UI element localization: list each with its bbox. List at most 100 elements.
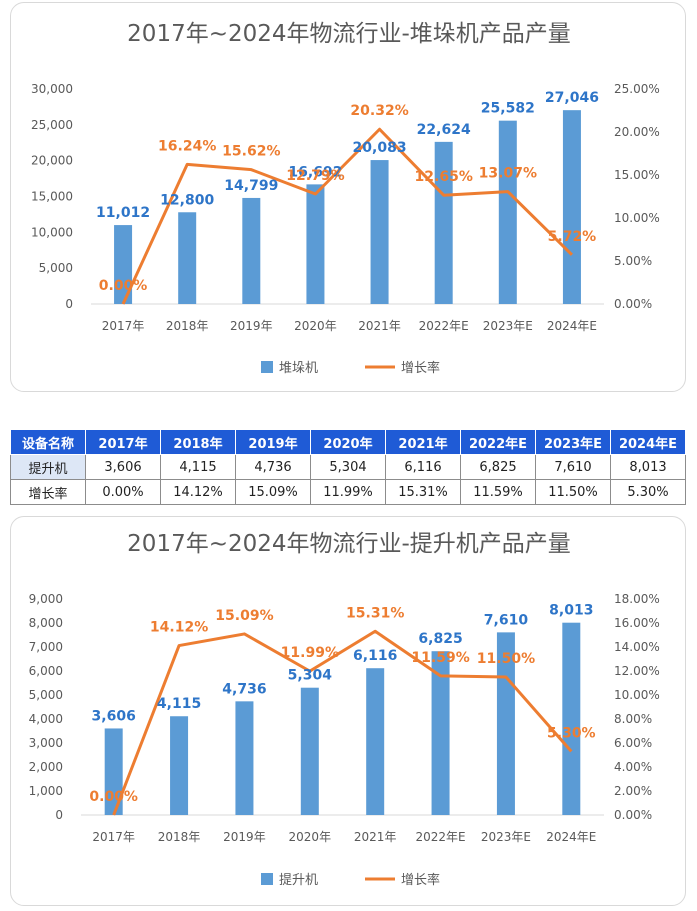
bar-data-label: 6,825 [418, 631, 462, 647]
table-header-cell: 2023年E [535, 429, 611, 455]
table-cell: 7,610 [535, 454, 611, 480]
bar-data-label: 16,692 [288, 164, 342, 180]
y-tick-label-left: 7,000 [29, 640, 63, 654]
table-cell: 15.09% [235, 479, 311, 505]
bar [434, 141, 453, 304]
bar-data-label: 25,582 [481, 101, 535, 117]
table-row: 增长率 0.00% 14.12% 15.09% 11.99% 15.31% 11… [10, 479, 686, 505]
table-cell: 4,736 [235, 454, 311, 480]
bar-data-label: 6,116 [353, 648, 397, 664]
x-tick-label: 2017年 [102, 319, 145, 333]
table-header-row: 设备名称 2017年 2018年 2019年 2020年 2021年 2022年… [10, 429, 686, 455]
bar-data-label: 11,012 [96, 205, 150, 221]
y-tick-label-left: 9,000 [29, 592, 63, 606]
table-header-cell: 2024年E [610, 429, 686, 455]
legend-bar-swatch [261, 361, 273, 373]
bar [242, 197, 261, 304]
bar-data-label: 4,115 [157, 696, 201, 712]
table-header-cell: 2022年E [460, 429, 536, 455]
table-cell: 6,116 [385, 454, 461, 480]
line-data-label: 13.07% [479, 166, 537, 182]
x-tick-label: 2023年E [483, 319, 533, 333]
line-data-label: 12.79% [286, 168, 344, 184]
x-tick-label: 2020年 [289, 830, 332, 844]
y-tick-label-left: 20,000 [31, 154, 73, 168]
legend-label: 增长率 [401, 360, 440, 376]
line-data-label: 16.24% [158, 138, 216, 154]
data-table: 设备名称 2017年 2018年 2019年 2020年 2021年 2022年… [10, 429, 686, 505]
y-tick-label-right: 10.00% [614, 211, 660, 225]
y-tick-label-right: 15.00% [614, 168, 660, 182]
y-tick-label-right: 5.00% [614, 254, 652, 268]
bar [235, 701, 254, 815]
line-data-label: 11.99% [281, 645, 339, 661]
bar-data-label: 27,046 [545, 90, 599, 106]
y-tick-label-right: 12.00% [614, 664, 660, 678]
table-cell: 15.31% [385, 479, 461, 505]
table-row: 提升机 3,606 4,115 4,736 5,304 6,116 6,825 … [10, 454, 686, 480]
y-tick-label-left: 6,000 [29, 664, 63, 678]
x-tick-label: 2018年 [166, 319, 209, 333]
table-header-cell: 2021年 [385, 429, 461, 455]
bar [431, 651, 450, 815]
y-tick-label-right: 2.00% [614, 784, 652, 798]
y-tick-label-right: 4.00% [614, 760, 652, 774]
legend-bar-swatch [261, 873, 273, 885]
x-tick-label: 2021年 [358, 319, 401, 333]
table-cell: 6,825 [460, 454, 536, 480]
y-tick-label-right: 20.00% [614, 125, 660, 139]
y-tick-label-left: 0 [65, 297, 73, 311]
bar-data-label: 8,013 [549, 603, 593, 619]
bar-data-label: 5,304 [288, 668, 333, 684]
line-data-label: 14.12% [150, 620, 208, 636]
y-tick-label-right: 16.00% [614, 616, 660, 630]
bar [104, 728, 123, 815]
bar-data-label: 4,736 [222, 681, 266, 697]
y-tick-label-right: 6.00% [614, 736, 652, 750]
x-tick-label: 2024年E [547, 319, 597, 333]
y-tick-label-right: 0.00% [614, 808, 652, 822]
y-tick-label-left: 3,000 [29, 736, 63, 750]
chart-stacker-output: 2017年~2024年物流行业-堆垛机产品产量 0 5,000 10,000 15,00… [31, 21, 660, 376]
chart-card-hoist: 2017年~2024年物流行业-提升机产品产量 0 1,000 2,000 3,000 4… [10, 516, 686, 906]
legend-label: 增长率 [401, 872, 440, 888]
x-tick-label: 2017年 [92, 830, 135, 844]
bar [366, 668, 385, 815]
table-cell: 4,115 [160, 454, 236, 480]
y-tick-label-left: 5,000 [29, 688, 63, 702]
x-tick-label: 2020年 [294, 319, 337, 333]
bar-data-label: 7,610 [484, 612, 529, 628]
table-cell: 11.59% [460, 479, 536, 505]
table-cell: 0.00% [85, 479, 161, 505]
x-tick-label: 2024年E [546, 830, 596, 844]
table-header-cell: 2020年 [310, 429, 386, 455]
y-tick-label-left: 5,000 [39, 261, 73, 275]
y-tick-label-right: 8.00% [614, 712, 652, 726]
bar [306, 184, 325, 304]
table-cell: 5.30% [610, 479, 686, 505]
chart-hoist-output: 2017年~2024年物流行业-提升机产品产量 0 1,000 2,000 3,000 4… [29, 531, 660, 888]
x-tick-label: 2019年 [230, 319, 273, 333]
y-tick-label-left: 8,000 [29, 616, 63, 630]
table-row-label: 增长率 [10, 479, 86, 505]
legend-label: 提升机 [279, 872, 318, 888]
bar-data-label: 12,800 [160, 192, 214, 208]
x-tick-label: 2023年E [481, 830, 531, 844]
y-tick-label-left: 2,000 [29, 760, 63, 774]
line-data-label: 11.50% [477, 651, 535, 667]
table-header-cell: 2019年 [235, 429, 311, 455]
line-data-label: 11.59% [411, 650, 469, 666]
bar [498, 120, 517, 305]
y-tick-label-right: 25.00% [614, 82, 660, 96]
legend-label: 堆垛机 [279, 361, 318, 376]
table-cell: 3,606 [85, 454, 161, 480]
bar [178, 212, 197, 304]
line-data-label: 0.00% [89, 789, 138, 805]
chart-title: 2017年~2024年物流行业-提升机产品产量 [127, 531, 571, 557]
x-tick-label: 2019年 [223, 830, 266, 844]
line-data-label: 20.32% [350, 103, 408, 119]
y-tick-label-left: 4,000 [29, 712, 63, 726]
line-data-label: 5.72% [548, 229, 597, 245]
table-cell: 14.12% [160, 479, 236, 505]
y-tick-label-right: 18.00% [614, 592, 660, 606]
